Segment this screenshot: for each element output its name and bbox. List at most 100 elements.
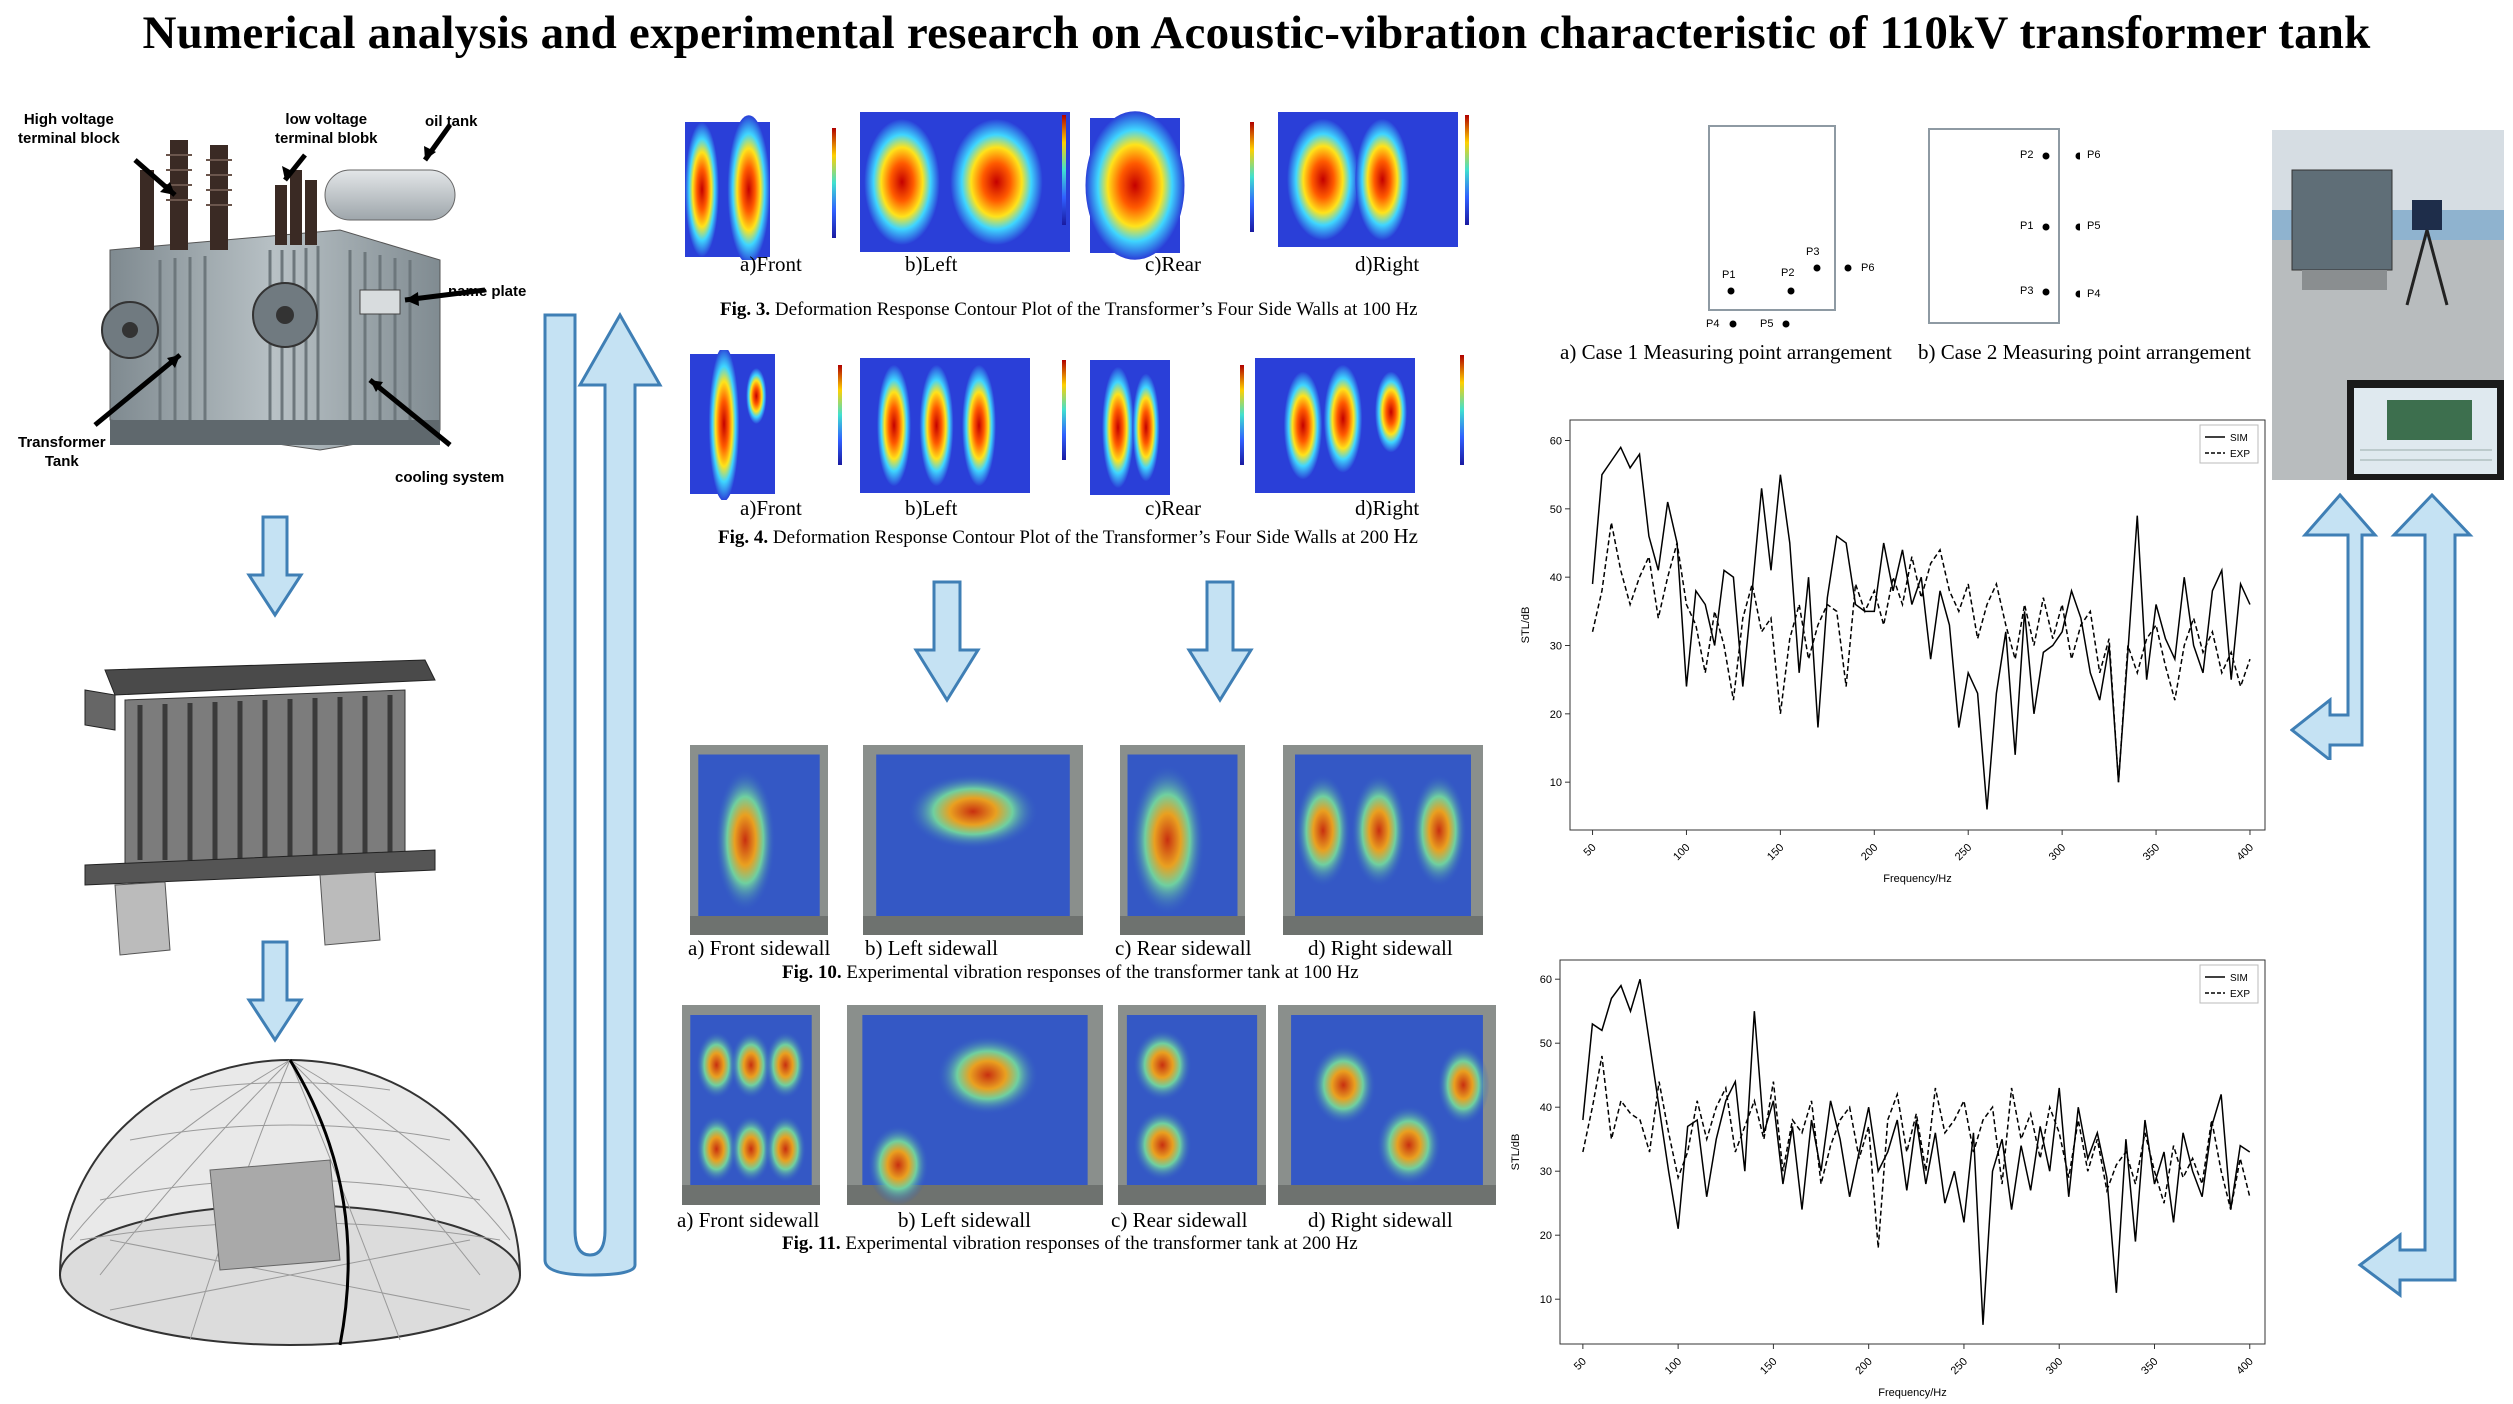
legend-label: SIM	[2230, 433, 2248, 444]
fig10-right-photo	[1283, 745, 1483, 935]
y-tick-label: 30	[1550, 641, 1562, 653]
fig4-front-contour	[690, 350, 775, 500]
acoustic-mesh-hemisphere	[58, 1059, 522, 1346]
x-tick-label: 200	[1859, 842, 1880, 863]
fig3-caption-right: d)Right	[1355, 252, 1420, 276]
fig3-left-colorbar	[1062, 115, 1066, 225]
x-tick-label: 250	[1949, 1356, 1970, 1377]
arrow-up-left-icon	[2290, 492, 2379, 760]
y-tick-label: 60	[1550, 436, 1562, 448]
series-line-sim	[1582, 978, 2251, 1325]
fig10-front-photo	[690, 745, 828, 935]
fig10-left-photo	[863, 745, 1083, 935]
series-line-exp	[1582, 1055, 2251, 1249]
fig3-title: Fig. 3. Deformation Response Contour Plo…	[720, 299, 1418, 320]
fig4-front-colorbar	[838, 365, 842, 465]
x-tick-label: 200	[1853, 1356, 1874, 1377]
series-line-sim	[1591, 445, 2251, 810]
fig4-caption-front: a)Front	[740, 496, 802, 520]
case2-label-p4: P4	[2087, 288, 2101, 300]
x-tick-label: 50	[1582, 842, 1599, 859]
case2-label-p2: P2	[2020, 149, 2034, 161]
arrow-up-left-icon	[2357, 492, 2474, 1298]
label-transformer-tank: Transformer Tank	[18, 434, 106, 470]
case1-point-p4	[1729, 320, 1737, 328]
case1-label-p4: P4	[1706, 318, 1720, 330]
fig11-caption-right: d) Right sidewall	[1308, 1208, 1453, 1232]
case1-point-p5	[1782, 320, 1790, 328]
case2-label-p1: P1	[2020, 220, 2034, 232]
label-high-voltage-terminal: High voltage terminal block	[18, 111, 120, 147]
legend-label: SIM	[2230, 973, 2248, 984]
fig3-rear-colorbar	[1250, 122, 1254, 232]
x-tick-label: 150	[1765, 842, 1786, 863]
case1-label-p2: P2	[1781, 267, 1795, 279]
fig11-title: Fig. 11. Experimental vibration response…	[782, 1233, 1358, 1254]
fig10-title: Fig. 10. Experimental vibration response…	[782, 962, 1359, 983]
stl-chart-case2: 50 100 150 200 250 300 350 400 10 20 30 40 50 60 Frequ…	[1510, 959, 2266, 1399]
fig10-caption-right: d) Right sidewall	[1308, 936, 1453, 960]
series-line-exp	[1591, 522, 2251, 783]
x-tick-label: 400	[2235, 842, 2256, 863]
fig11-right-photo	[1278, 1005, 1496, 1205]
cad-model-image	[84, 659, 436, 956]
chart-plot-area	[1569, 419, 2266, 831]
case1-label-p5: P5	[1760, 318, 1774, 330]
case1-point-p1	[1727, 287, 1735, 295]
fig4-rear-colorbar	[1240, 365, 1244, 465]
fig11-experimental-photos	[682, 1005, 1496, 1205]
case1-point-p2	[1787, 287, 1795, 295]
transformer-illustration	[93, 123, 486, 451]
fig3-right-contour	[1278, 112, 1458, 247]
x-axis-label: Frequency/Hz	[1883, 873, 1951, 885]
arrow-down-icon	[246, 940, 304, 1043]
fig11-caption-rear: c) Rear sidewall	[1111, 1208, 1248, 1232]
chart-legend	[2199, 424, 2259, 464]
return-arrow-up-icon	[543, 311, 663, 1277]
fig10-caption-rear: c) Rear sidewall	[1115, 936, 1252, 960]
arrow-down-icon	[246, 515, 304, 618]
y-tick-label: 50	[1540, 1038, 1552, 1050]
measuring-points	[1727, 152, 2080, 328]
case2-point-p2	[2042, 152, 2050, 160]
fig10-caption-left: b) Left sidewall	[865, 936, 998, 960]
fig3-caption-left: b)Left	[905, 252, 958, 276]
y-tick-label: 10	[1540, 1294, 1552, 1306]
y-axis-label: STL/dB	[1520, 607, 1532, 644]
fig4-caption-rear: c)Rear	[1145, 496, 1201, 520]
fig10-experimental-photos	[690, 745, 1483, 935]
chart-legend	[2199, 964, 2259, 1004]
fig11-caption-left: b) Left sidewall	[898, 1208, 1031, 1232]
legend-label: EXP	[2230, 449, 2250, 460]
fig4-left-colorbar	[1062, 360, 1066, 460]
label-oil-tank: oil tank	[425, 113, 478, 130]
label-low-voltage-terminal: low voltage terminal blobk	[275, 111, 378, 147]
label-cooling-system: cooling system	[395, 469, 505, 486]
x-tick-label: 250	[1953, 842, 1974, 863]
fig3-right-colorbar	[1465, 115, 1469, 225]
fig11-left-photo	[847, 1005, 1103, 1205]
case2-point-p1	[2042, 223, 2050, 231]
fig3-contour-plots	[685, 111, 1469, 260]
y-tick-label: 50	[1550, 504, 1562, 516]
label-name-plate: name plate	[448, 283, 527, 300]
stl-chart-case1: 50 100 150 200 250 300 350 400 10 20 30 40 50 60 Frequ…	[1520, 419, 2266, 885]
y-tick-label: 20	[1540, 1230, 1552, 1242]
y-axis-label: STL/dB	[1510, 1134, 1522, 1171]
fig11-caption-front: a) Front sidewall	[677, 1208, 820, 1232]
fig4-title: Fig. 4. Deformation Response Contour Plo…	[718, 524, 1418, 548]
x-tick-label: 300	[2047, 842, 2068, 863]
case2-point-p3	[2042, 288, 2050, 296]
fig3-front-contour	[685, 115, 770, 260]
fig4-left-contour	[860, 358, 1030, 493]
case2-caption: b) Case 2 Measuring point arrangement	[1918, 340, 2251, 364]
fig3-front-colorbar	[832, 128, 836, 238]
x-tick-label: 100	[1663, 1356, 1684, 1377]
arrow-down-icon	[1186, 580, 1254, 703]
fig3-caption-front: a)Front	[740, 252, 802, 276]
case1-point-p6	[1844, 264, 1852, 272]
case2-layout-box	[1928, 128, 2060, 324]
x-tick-label: 350	[2139, 1356, 2160, 1377]
case2-label-p6: P6	[2087, 149, 2101, 161]
fig3-left-contour	[860, 112, 1070, 252]
